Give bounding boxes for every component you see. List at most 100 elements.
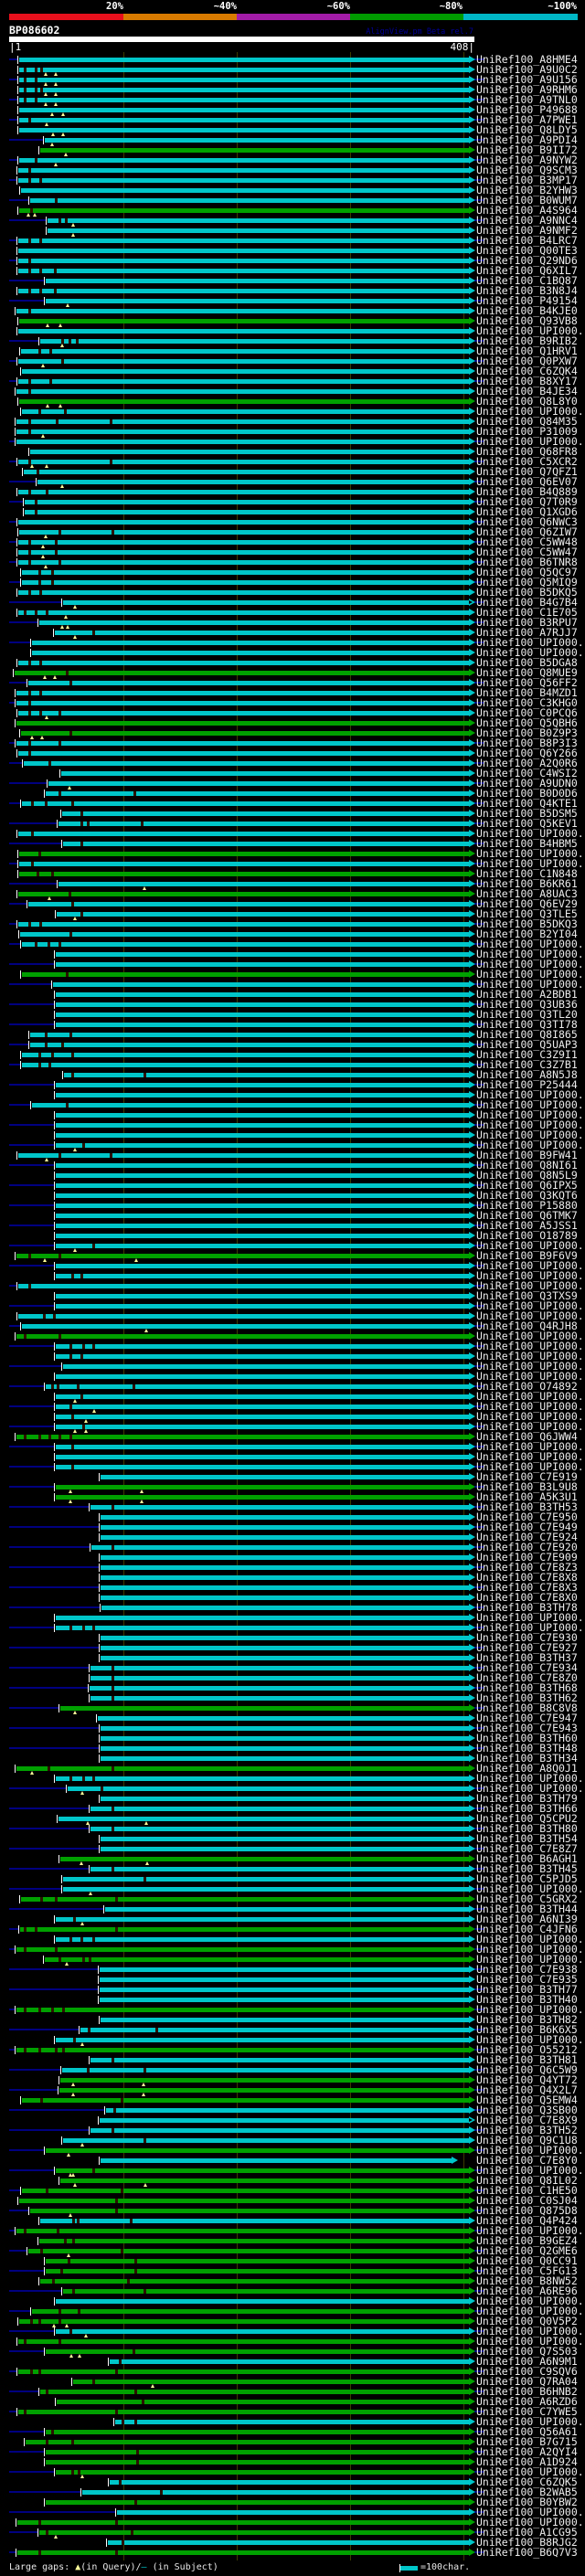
- alignment-row[interactable]: UniRef100_O74892: [0, 1381, 585, 1392]
- alignment-row[interactable]: UniRef100_B3TH77: [0, 1984, 585, 1995]
- alignment-row[interactable]: UniRef100_C0SJ04: [0, 2195, 585, 2206]
- alignment-row[interactable]: UniRef100_Q7RA04: [0, 2376, 585, 2388]
- alignment-row[interactable]: UniRef100_A2BDB1: [0, 989, 585, 1000]
- alignment-row[interactable]: UniRef100_UPI000..: [0, 949, 585, 959]
- alignment-row[interactable]: UniRef100_B3TH78: [0, 1602, 585, 1613]
- alignment-row[interactable]: UniRef100_B7G715: [0, 2436, 585, 2447]
- alignment-row[interactable]: UniRef100_UPI000..: [0, 2466, 585, 2478]
- alignment-row[interactable]: UniRef100_A2Q0R6: [0, 758, 585, 769]
- alignment-row[interactable]: UniRef100_UPI000..: [0, 1351, 585, 1362]
- alignment-row[interactable]: UniRef100_A5K3U1: [0, 1491, 585, 1503]
- alignment-row[interactable]: UniRef100_B9RIB2: [0, 335, 585, 347]
- alignment-row[interactable]: UniRef100_Q68FR8: [0, 446, 585, 457]
- alignment-row[interactable]: UniRef100_A6RZD6: [0, 2396, 585, 2407]
- alignment-row[interactable]: UniRef100_A2QYI4: [0, 2446, 585, 2457]
- alignment-row[interactable]: UniRef100_A8HME4: [0, 54, 585, 65]
- alignment-row[interactable]: UniRef100_B5DKQ5: [0, 587, 585, 598]
- alignment-row[interactable]: UniRef100_A7RJJ7: [0, 627, 585, 639]
- alignment-row[interactable]: UniRef100_Q6XIL7: [0, 265, 585, 276]
- alignment-row[interactable]: UniRef100_B3TH34: [0, 1753, 585, 1764]
- alignment-row[interactable]: UniRef100_C5FG13: [0, 2265, 585, 2276]
- alignment-row[interactable]: UniRef100_Q8MUE9: [0, 667, 585, 679]
- alignment-row[interactable]: UniRef100_B3TH40: [0, 1994, 585, 2005]
- alignment-row[interactable]: UniRef100_B3TH66: [0, 1803, 585, 1814]
- alignment-row[interactable]: UniRef100_O18789: [0, 1230, 585, 1241]
- alignment-row[interactable]: UniRef100_UPI000..: [0, 1089, 585, 1100]
- alignment-row[interactable]: UniRef100_Q4P424: [0, 2215, 585, 2226]
- alignment-row[interactable]: UniRef100_A5JSS1: [0, 1220, 585, 1231]
- alignment-row[interactable]: UniRef100_UPI000..: [0, 1954, 585, 1966]
- alignment-row[interactable]: UniRef100_Q7QFZ1: [0, 466, 585, 477]
- alignment-row[interactable]: UniRef100_C5XCR2: [0, 456, 585, 468]
- alignment-row[interactable]: UniRef100_UPI000..: [0, 1310, 585, 1321]
- alignment-row[interactable]: UniRef100_P49688: [0, 104, 585, 116]
- alignment-row[interactable]: UniRef100_C7E8Y0: [0, 2155, 585, 2166]
- alignment-row[interactable]: UniRef100_Q6C5W9: [0, 2064, 585, 2075]
- alignment-row[interactable]: UniRef100_Q3TI78: [0, 1019, 585, 1030]
- alignment-row[interactable]: UniRef100_B3TH48: [0, 1743, 585, 1754]
- alignment-row[interactable]: UniRef100_Q0V5P2: [0, 2316, 585, 2327]
- alignment-row[interactable]: UniRef100_UPI000..: [0, 1612, 585, 1623]
- alignment-row[interactable]: UniRef100_C4WSI2: [0, 768, 585, 779]
- alignment-row[interactable]: UniRef100_P31009: [0, 426, 585, 438]
- alignment-row[interactable]: UniRef100_UPI000..: [0, 406, 585, 417]
- alignment-row[interactable]: UniRef100_C1E705: [0, 607, 585, 619]
- alignment-row[interactable]: UniRef100_C4JFN6: [0, 1924, 585, 1935]
- alignment-row[interactable]: UniRef100_A6RE96: [0, 2285, 585, 2296]
- alignment-row[interactable]: UniRef100_Q56FF2: [0, 677, 585, 688]
- alignment-row[interactable]: UniRef100_A8N5J8: [0, 1069, 585, 1080]
- alignment-row[interactable]: UniRef100_B3TH62: [0, 1692, 585, 1703]
- alignment-row[interactable]: UniRef100_C7E924: [0, 1532, 585, 1542]
- alignment-row[interactable]: UniRef100_UPI000..: [0, 1240, 585, 1252]
- alignment-row[interactable]: UniRef100_B3TH68: [0, 1682, 585, 1693]
- alignment-row[interactable]: UniRef100_C7E947: [0, 1712, 585, 1723]
- alignment-row[interactable]: UniRef100_B2YI04: [0, 928, 585, 939]
- alignment-row[interactable]: UniRef100_B3TH81: [0, 2054, 585, 2065]
- alignment-row[interactable]: UniRef100_C6ZQK5: [0, 2476, 585, 2487]
- alignment-row[interactable]: UniRef100_Q4KTE1: [0, 798, 585, 809]
- alignment-row[interactable]: UniRef100_A7PWE1: [0, 114, 585, 126]
- alignment-row[interactable]: UniRef100_B4JE34: [0, 386, 585, 397]
- alignment-row[interactable]: UniRef100_UPI000..: [0, 1421, 585, 1433]
- alignment-row[interactable]: UniRef100_UPI000..: [0, 2145, 585, 2157]
- alignment-row[interactable]: UniRef100_B3N8J4: [0, 285, 585, 296]
- alignment-row[interactable]: UniRef100_Q4X2L7: [0, 2084, 585, 2096]
- alignment-row[interactable]: UniRef100_A6N9M1: [0, 2356, 585, 2367]
- alignment-row[interactable]: UniRef100_B9FW41: [0, 1150, 585, 1161]
- alignment-row[interactable]: UniRef100_Q0CC91: [0, 2255, 585, 2266]
- alignment-row[interactable]: UniRef100_C7E930: [0, 1632, 585, 1643]
- alignment-row[interactable]: UniRef100_Q6NWC3: [0, 516, 585, 527]
- alignment-row[interactable]: UniRef100_B0D0D6: [0, 788, 585, 799]
- alignment-row[interactable]: UniRef100_A9U0C2: [0, 64, 585, 76]
- alignment-row[interactable]: UniRef100_UPI000..: [0, 2004, 585, 2015]
- alignment-row[interactable]: UniRef100_Q8IL02: [0, 2175, 585, 2187]
- alignment-row[interactable]: UniRef100_A4S964: [0, 205, 585, 217]
- alignment-row[interactable]: UniRef100_C7E950: [0, 1511, 585, 1522]
- alignment-row[interactable]: UniRef100_B6Q7V3: [0, 2547, 585, 2558]
- alignment-row[interactable]: UniRef100_B9GEZ4: [0, 2235, 585, 2246]
- alignment-row[interactable]: UniRef100_C5PJD5: [0, 1873, 585, 1884]
- alignment-row[interactable]: UniRef100_B0Z9P3: [0, 727, 585, 739]
- alignment-row[interactable]: UniRef100_UPI000..: [0, 1411, 585, 1423]
- alignment-row[interactable]: UniRef100_UPI000..: [0, 1300, 585, 1311]
- alignment-row[interactable]: UniRef100_B3TH45: [0, 1863, 585, 1874]
- alignment-row[interactable]: UniRef100_UPI000..: [0, 1140, 585, 1151]
- alignment-row[interactable]: UniRef100_B4Q889: [0, 486, 585, 497]
- alignment-row[interactable]: UniRef100_C7YWE5: [0, 2406, 585, 2417]
- alignment-row[interactable]: UniRef100_B4HBM5: [0, 838, 585, 849]
- alignment-row[interactable]: UniRef100_UPI000..: [0, 1461, 585, 1472]
- alignment-row[interactable]: UniRef100_UPI000..: [0, 2295, 585, 2306]
- alignment-row[interactable]: UniRef100_B4MZD1: [0, 687, 585, 698]
- alignment-row[interactable]: UniRef100_B8XY17: [0, 376, 585, 387]
- alignment-row[interactable]: UniRef100_Q5MIQ9: [0, 577, 585, 588]
- alignment-row[interactable]: UniRef100_Q6EV29: [0, 898, 585, 909]
- alignment-row[interactable]: UniRef100_UPI000..: [0, 1270, 585, 1281]
- alignment-row[interactable]: UniRef100_C7E943: [0, 1723, 585, 1733]
- alignment-row[interactable]: UniRef100_Q3UB36: [0, 999, 585, 1010]
- alignment-row[interactable]: UniRef100_B2WAB5: [0, 2486, 585, 2497]
- alignment-row[interactable]: UniRef100_A8UAC3: [0, 888, 585, 900]
- alignment-row[interactable]: UniRef100_Q3TLE5: [0, 908, 585, 920]
- alignment-row[interactable]: UniRef100_Q1HRV1: [0, 345, 585, 356]
- alignment-row[interactable]: UniRef100_Q29ND6: [0, 255, 585, 266]
- alignment-row[interactable]: UniRef100_Q6JWW4: [0, 1431, 585, 1442]
